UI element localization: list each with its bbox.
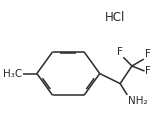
- Text: H₃C: H₃C: [3, 69, 22, 78]
- Text: HCl: HCl: [104, 11, 125, 23]
- Text: F: F: [145, 66, 151, 76]
- Text: NH₂: NH₂: [128, 96, 148, 106]
- Text: F: F: [144, 49, 150, 59]
- Text: F: F: [117, 47, 122, 57]
